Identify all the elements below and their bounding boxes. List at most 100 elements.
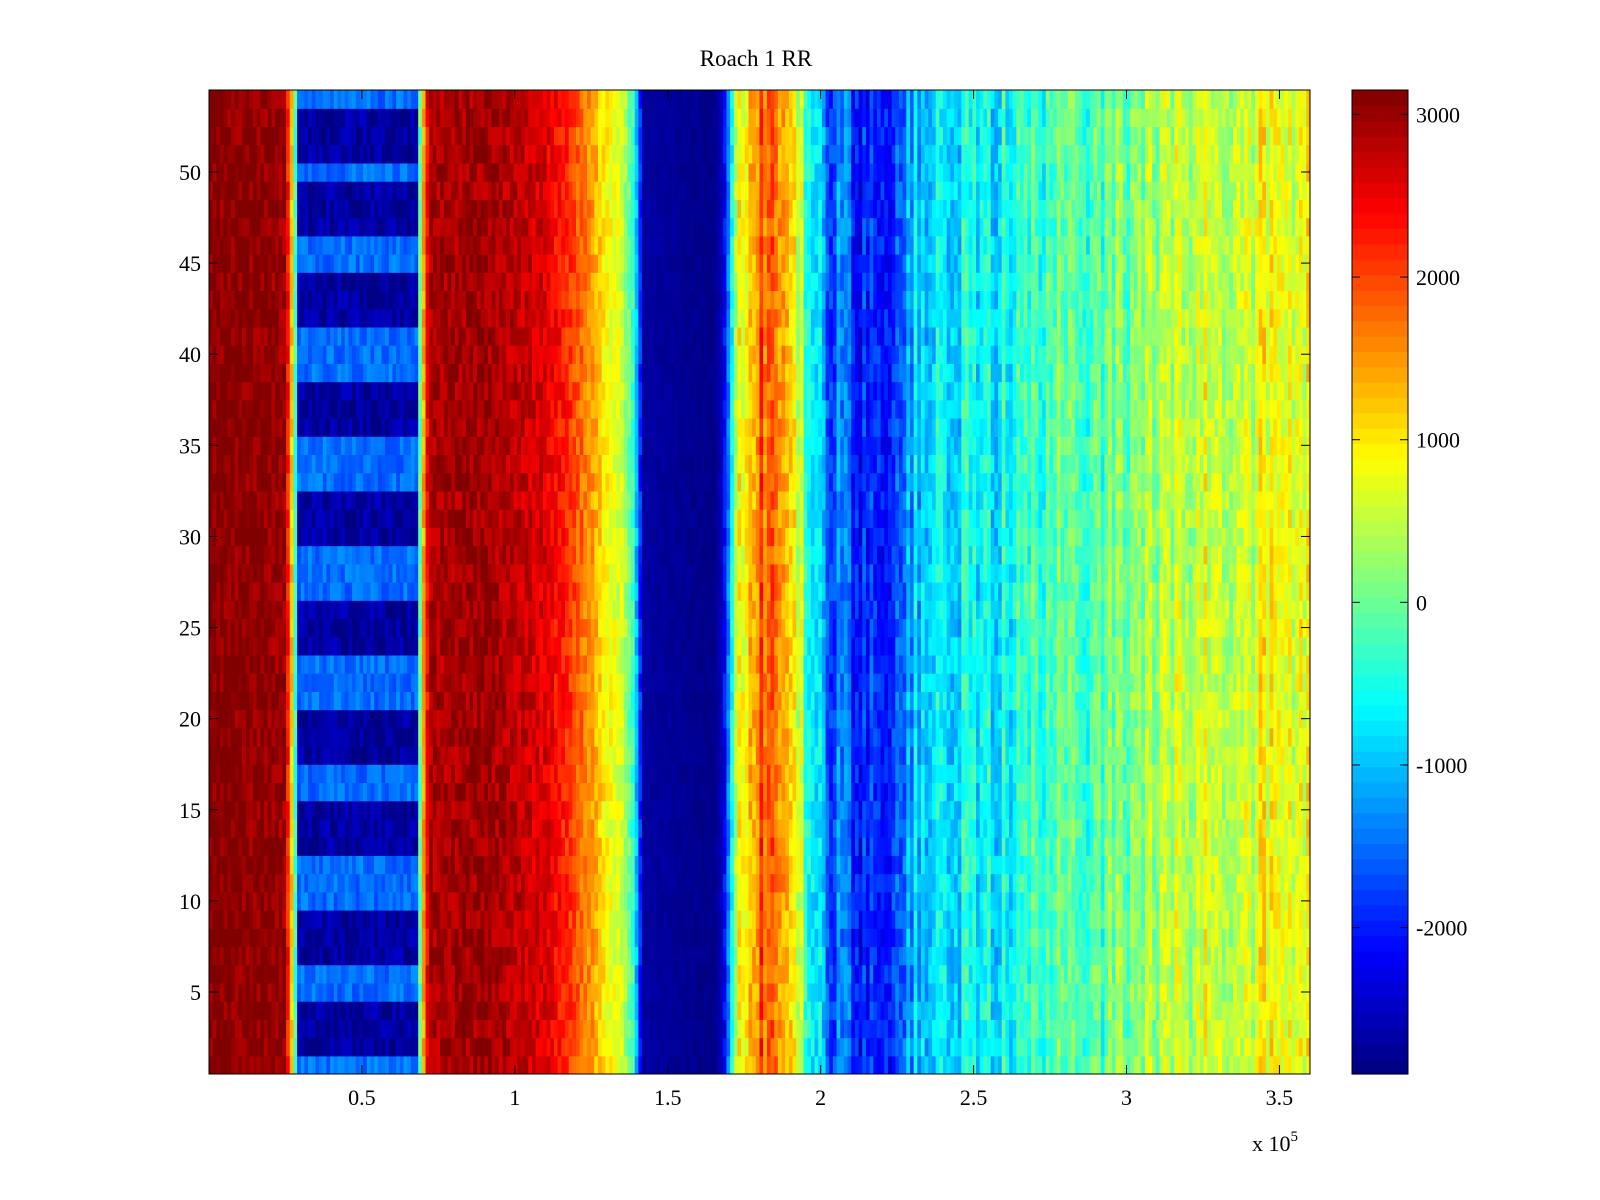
heatmap-cell (381, 910, 386, 929)
heatmap-cell (730, 910, 735, 929)
heatmap-cell (363, 837, 368, 856)
heatmap-cell (1262, 1055, 1267, 1074)
heatmap-cell (873, 855, 878, 875)
heatmap-cell (620, 1055, 625, 1074)
heatmap-cell (1163, 837, 1168, 856)
heatmap-cell (399, 1019, 405, 1039)
heatmap-cell (1240, 910, 1245, 929)
heatmap-cell (308, 1019, 313, 1039)
heatmap-cell (777, 964, 783, 984)
heatmap-cell (344, 946, 350, 966)
heatmap-cell (649, 946, 654, 966)
heatmap-cell (260, 946, 265, 966)
heatmap-cell (990, 1055, 995, 1074)
heatmap-cell (1108, 910, 1113, 929)
heatmap-cell (1049, 910, 1054, 929)
heatmap-cell (355, 1055, 361, 1074)
heatmap-cell (825, 1055, 830, 1074)
heatmap-cell (1236, 837, 1241, 856)
heatmap-cell (612, 800, 617, 820)
heatmap-cell (722, 1019, 728, 1039)
heatmap-cell (286, 782, 291, 802)
heatmap-cell (737, 928, 742, 948)
heatmap-cell (1064, 800, 1069, 820)
heatmap-cell (337, 837, 342, 856)
heatmap-cell (1089, 1055, 1095, 1074)
heatmap-cell (300, 1055, 306, 1074)
heatmap-cell (209, 1037, 214, 1057)
heatmap-cell (319, 946, 324, 966)
heatmap-cell (733, 782, 739, 802)
heatmap-cell (1185, 855, 1190, 875)
heatmap-cell (1152, 910, 1157, 929)
heatmap-cell (924, 928, 929, 948)
heatmap-cell (851, 946, 856, 966)
heatmap-cell (832, 837, 838, 856)
heatmap-cell (1089, 982, 1095, 1002)
heatmap-cell (1100, 891, 1106, 911)
heatmap-cell (862, 1055, 867, 1074)
heatmap-cell (568, 855, 573, 875)
heatmap-cell (968, 946, 973, 966)
heatmap-cell (616, 1019, 621, 1039)
heatmap-cell (1273, 782, 1278, 802)
heatmap-cell (1284, 837, 1289, 856)
heatmap-cell (304, 964, 309, 984)
heatmap-cell (1276, 982, 1282, 1002)
heatmap-cell (1009, 855, 1014, 875)
heatmap-cell (220, 1055, 225, 1074)
heatmap-cell (968, 891, 973, 911)
heatmap-cell (1023, 782, 1029, 802)
heatmap-cell (1214, 928, 1219, 948)
heatmap-cell (722, 1001, 728, 1020)
heatmap-cell (825, 782, 830, 802)
heatmap-cell (242, 982, 247, 1002)
heatmap-cell (851, 782, 856, 802)
heatmap-cell (693, 1001, 698, 1020)
heatmap-cell (330, 1019, 335, 1039)
heatmap-cell (363, 873, 368, 893)
heatmap-cell (898, 891, 904, 911)
heatmap-cell (308, 873, 313, 893)
heatmap-cell (410, 1055, 416, 1074)
heatmap-cell (869, 946, 874, 966)
heatmap-cell (869, 1019, 874, 1039)
heatmap-cell (410, 764, 416, 784)
heatmap-cell (755, 764, 761, 784)
heatmap-cell (854, 800, 860, 820)
heatmap-cell (664, 1055, 669, 1074)
heatmap-cell (271, 946, 276, 966)
heatmap-cell (385, 982, 390, 1002)
heatmap-cell (1269, 1037, 1274, 1057)
heatmap-cell (311, 818, 317, 838)
heatmap-cell (564, 1037, 570, 1057)
heatmap-cell (447, 1037, 452, 1057)
heatmap-cell (741, 1055, 746, 1074)
heatmap-cell (748, 982, 753, 1002)
heatmap-cell (737, 891, 742, 911)
heatmap-cell (1229, 782, 1234, 802)
heatmap-cell (249, 837, 254, 856)
heatmap-cell (950, 782, 955, 802)
heatmap-cell (418, 1001, 423, 1020)
heatmap-cell (954, 982, 959, 1002)
heatmap-cell (803, 928, 808, 948)
heatmap-cell (902, 964, 907, 984)
heatmap-cell (1126, 818, 1131, 838)
heatmap-cell (913, 782, 918, 802)
heatmap-cell (946, 964, 951, 984)
heatmap-cell (733, 1019, 739, 1039)
heatmap-cell (1053, 818, 1058, 838)
heatmap-cell (242, 855, 247, 875)
heatmap-cell (708, 964, 713, 984)
heatmap-cell (322, 946, 328, 966)
heatmap-cell (1126, 928, 1131, 948)
heatmap-cell (348, 982, 353, 1002)
heatmap-cell (535, 1019, 540, 1039)
heatmap-cell (943, 946, 948, 966)
heatmap-cell (344, 982, 350, 1002)
heatmap-cell (1188, 873, 1194, 893)
heatmap-cell (807, 1019, 812, 1039)
heatmap-cell (598, 782, 603, 802)
heatmap-cell (1005, 964, 1010, 984)
